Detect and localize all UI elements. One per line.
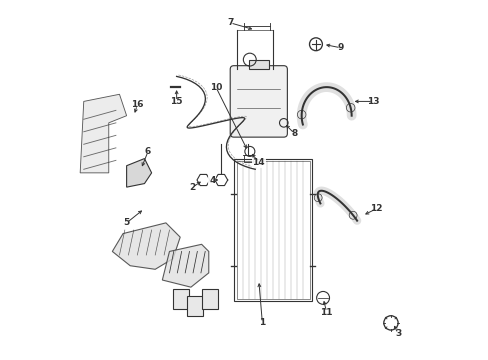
Bar bbox=[201, 289, 217, 309]
Text: 13: 13 bbox=[366, 97, 379, 106]
Text: 5: 5 bbox=[123, 219, 129, 228]
Text: 4: 4 bbox=[209, 176, 215, 185]
Bar bbox=[248, 60, 268, 69]
Bar bbox=[233, 158, 312, 301]
Text: 3: 3 bbox=[394, 329, 401, 338]
Polygon shape bbox=[112, 223, 180, 269]
Text: 10: 10 bbox=[209, 83, 222, 92]
Text: 15: 15 bbox=[170, 97, 183, 106]
Bar bbox=[187, 296, 203, 316]
Bar bbox=[244, 155, 252, 162]
Polygon shape bbox=[126, 158, 151, 187]
Polygon shape bbox=[162, 244, 208, 287]
FancyBboxPatch shape bbox=[230, 66, 287, 137]
Bar bbox=[236, 161, 309, 298]
Text: 9: 9 bbox=[337, 43, 344, 52]
Polygon shape bbox=[80, 94, 126, 173]
Text: 1: 1 bbox=[259, 318, 265, 327]
Text: 12: 12 bbox=[370, 204, 382, 213]
Text: 2: 2 bbox=[189, 183, 195, 192]
Bar bbox=[173, 289, 189, 309]
Text: 11: 11 bbox=[320, 308, 332, 317]
Text: 14: 14 bbox=[252, 158, 264, 167]
Text: 8: 8 bbox=[291, 129, 297, 138]
Text: 6: 6 bbox=[144, 147, 151, 156]
Text: 7: 7 bbox=[226, 18, 233, 27]
Text: 16: 16 bbox=[131, 100, 143, 109]
